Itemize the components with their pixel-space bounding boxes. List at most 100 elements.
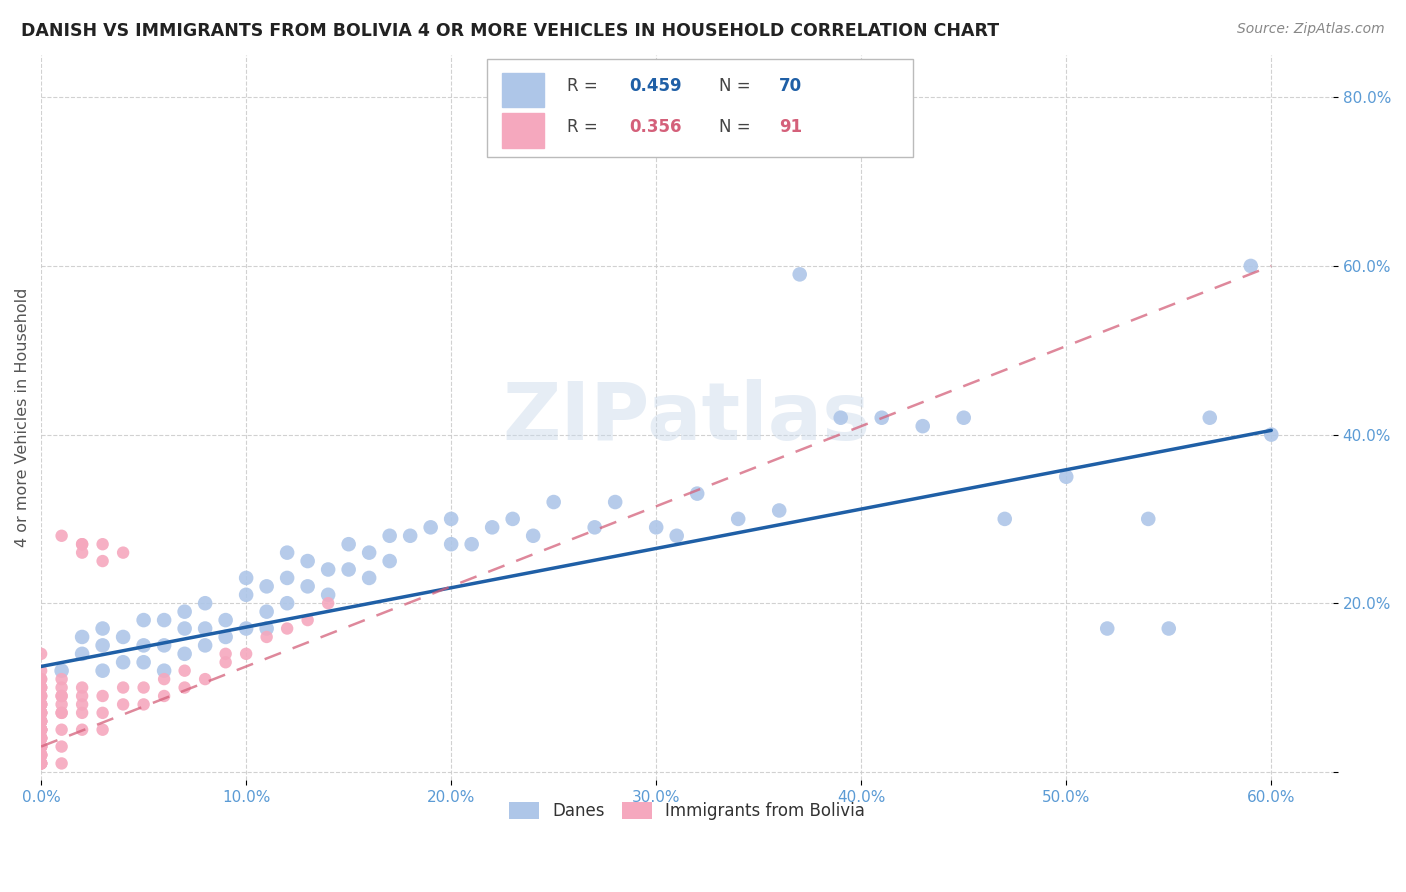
Point	[440, 512, 463, 526]
Point	[30, 723, 52, 737]
Point	[70, 546, 93, 560]
Point	[583, 520, 606, 534]
Point	[51, 739, 73, 754]
Point	[727, 512, 749, 526]
Point	[51, 689, 73, 703]
Point	[235, 647, 257, 661]
Point	[214, 655, 236, 669]
Point	[70, 706, 93, 720]
Point	[51, 664, 73, 678]
Point	[30, 672, 52, 686]
Point	[1260, 427, 1282, 442]
Point	[665, 529, 688, 543]
Point	[1054, 469, 1077, 483]
Point	[153, 664, 176, 678]
Point	[256, 605, 278, 619]
Point	[30, 747, 52, 762]
Point	[30, 723, 52, 737]
Point	[112, 630, 135, 644]
Point	[830, 410, 852, 425]
Point	[30, 756, 52, 771]
Point	[70, 723, 93, 737]
Point	[256, 579, 278, 593]
Point	[235, 588, 257, 602]
Point	[91, 639, 114, 653]
Text: 0.356: 0.356	[628, 118, 682, 136]
Point	[911, 419, 934, 434]
Point	[91, 554, 114, 568]
Point	[30, 681, 52, 695]
Point	[70, 689, 93, 703]
Point	[316, 588, 339, 602]
Point	[30, 664, 52, 678]
Point	[460, 537, 482, 551]
Point	[276, 622, 298, 636]
Point	[297, 613, 319, 627]
Text: R =: R =	[567, 118, 603, 136]
Point	[112, 698, 135, 712]
Point	[30, 698, 52, 712]
Point	[543, 495, 565, 509]
Point	[30, 739, 52, 754]
Point	[132, 698, 155, 712]
Point	[70, 647, 93, 661]
Point	[994, 512, 1017, 526]
Point	[51, 723, 73, 737]
Point	[419, 520, 441, 534]
Point	[194, 622, 217, 636]
Point	[30, 747, 52, 762]
Point	[214, 630, 236, 644]
FancyBboxPatch shape	[486, 59, 912, 157]
Point	[30, 672, 52, 686]
Point	[30, 739, 52, 754]
Point	[316, 596, 339, 610]
Point	[440, 537, 463, 551]
Point	[51, 706, 73, 720]
Point	[214, 613, 236, 627]
Point	[30, 706, 52, 720]
Point	[30, 723, 52, 737]
Point	[30, 747, 52, 762]
Point	[173, 664, 195, 678]
Point	[91, 706, 114, 720]
Point	[132, 681, 155, 695]
Point	[768, 503, 790, 517]
Text: 70: 70	[779, 78, 801, 95]
Point	[30, 689, 52, 703]
Point	[30, 723, 52, 737]
Point	[30, 731, 52, 746]
Point	[91, 689, 114, 703]
Point	[194, 639, 217, 653]
Point	[30, 706, 52, 720]
Point	[173, 622, 195, 636]
Point	[70, 630, 93, 644]
Point	[337, 562, 360, 576]
Point	[297, 554, 319, 568]
Point	[870, 410, 893, 425]
Point	[132, 613, 155, 627]
Point	[70, 698, 93, 712]
Point	[30, 747, 52, 762]
Point	[30, 747, 52, 762]
Point	[235, 622, 257, 636]
Point	[153, 689, 176, 703]
Point	[30, 756, 52, 771]
Point	[1198, 410, 1220, 425]
Point	[359, 571, 381, 585]
Point	[70, 681, 93, 695]
Point	[30, 714, 52, 729]
Point	[502, 512, 524, 526]
Point	[173, 647, 195, 661]
Point	[30, 706, 52, 720]
Bar	[502, 72, 544, 107]
Point	[30, 756, 52, 771]
Point	[30, 714, 52, 729]
Point	[30, 681, 52, 695]
Point	[378, 554, 401, 568]
Point	[316, 562, 339, 576]
Point	[30, 714, 52, 729]
Y-axis label: 4 or more Vehicles in Household: 4 or more Vehicles in Household	[15, 288, 30, 548]
Point	[378, 529, 401, 543]
Point	[256, 622, 278, 636]
Point	[153, 613, 176, 627]
